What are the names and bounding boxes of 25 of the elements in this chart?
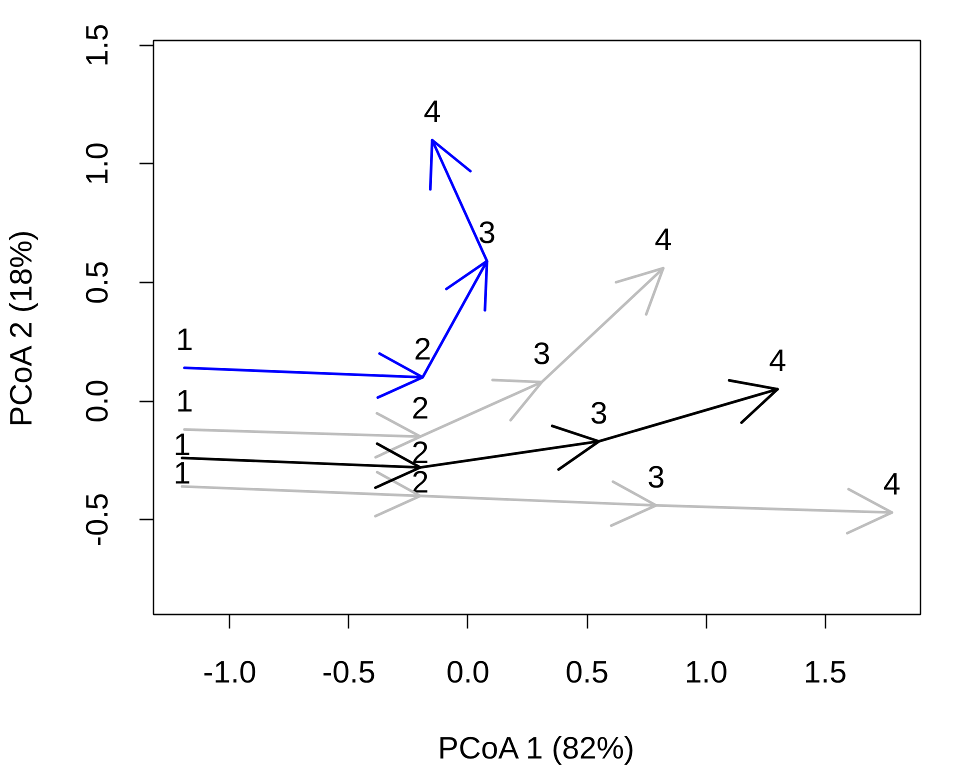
annotation: 1 xyxy=(176,383,194,418)
annotation: 4 xyxy=(768,343,786,378)
annotation: 3 xyxy=(590,395,608,430)
x-tick-label: 1.0 xyxy=(684,654,728,690)
annotation: 2 xyxy=(414,331,432,366)
annotation: 4 xyxy=(654,222,672,258)
x-tick-label: -0.5 xyxy=(322,654,376,690)
y-tick-label: 0.5 xyxy=(80,260,114,304)
y-tick-label: 1.0 xyxy=(80,142,114,186)
annotation: 3 xyxy=(647,459,665,494)
annotation: 3 xyxy=(478,215,496,250)
y-axis-title: PCoA 2 (18%) xyxy=(4,230,38,427)
annotation: 2 xyxy=(412,390,429,426)
annotation: 4 xyxy=(883,466,901,502)
x-tick-label: -1.0 xyxy=(203,654,256,690)
annotation: 4 xyxy=(424,94,441,130)
x-axis-title: PCoA 1 (82%) xyxy=(438,730,634,766)
y-tick-label: 0.0 xyxy=(80,379,114,423)
y-tick-label: -0.5 xyxy=(80,492,114,546)
annotation: 3 xyxy=(533,336,550,372)
x-tick-label: 0.0 xyxy=(446,654,490,690)
y-tick-label: 1.5 xyxy=(80,24,114,67)
x-tick-label: 0.5 xyxy=(565,654,609,690)
x-tick-label: 1.5 xyxy=(804,654,847,690)
annotation: 1 xyxy=(176,322,194,357)
